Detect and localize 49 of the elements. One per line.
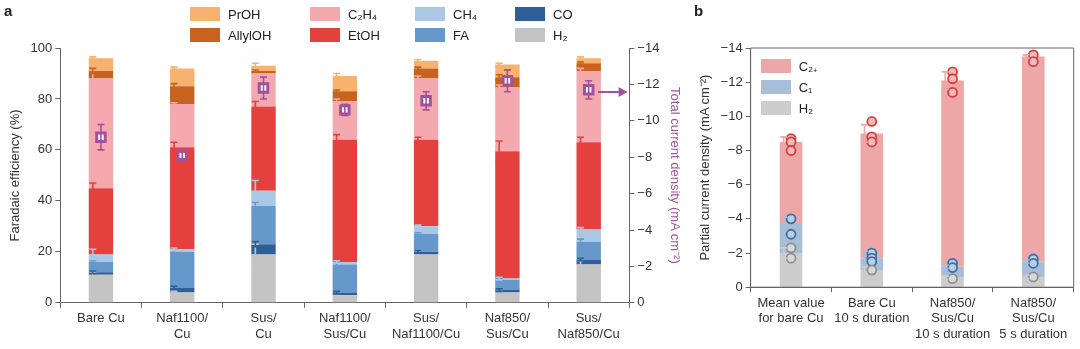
x-tick-label: Sus/ Naf1100/Cu bbox=[391, 310, 461, 341]
y-tick-label: −4 bbox=[727, 210, 743, 226]
y2-axis-title: Total current density (mA cm⁻²) bbox=[667, 87, 683, 264]
y-tick-label: 20 bbox=[37, 243, 53, 259]
y2-tick-label: −6 bbox=[637, 185, 653, 201]
y2-tick-label: 0 bbox=[637, 294, 645, 310]
y-tick-label: 0 bbox=[45, 294, 53, 310]
x-tick-label: Bare Cu bbox=[77, 310, 125, 326]
x-tick-label: Naf1100/ Cu bbox=[156, 310, 209, 341]
legend-label: FA bbox=[453, 27, 469, 43]
text: b bbox=[694, 1, 704, 19]
y2-tick-label: −8 bbox=[637, 148, 653, 164]
y2-tick-label: −4 bbox=[637, 221, 653, 237]
y-tick-label: 0 bbox=[735, 278, 743, 294]
y2-tick-label: −12 bbox=[637, 75, 660, 91]
y-tick-label: −12 bbox=[720, 73, 743, 89]
y-tick-label: −8 bbox=[727, 142, 743, 158]
y-tick-label: −6 bbox=[727, 176, 743, 192]
y-tick-label: 60 bbox=[37, 141, 53, 157]
y-tick-label: −10 bbox=[720, 107, 743, 123]
x-tick-label: Sus/ Cu bbox=[250, 310, 277, 341]
y-tick-label: 100 bbox=[30, 39, 53, 55]
y-tick-label: −14 bbox=[720, 39, 743, 55]
x-tick-label: Bare Cu 10 s duration bbox=[834, 294, 910, 326]
y2-tick-label: −2 bbox=[637, 257, 653, 273]
x-tick-label: Naf850/ Sus/Cu 5 s duration bbox=[999, 294, 1068, 341]
x-tick-label: Naf850/ Sus/Cu 10 s duration bbox=[914, 294, 991, 341]
y-tick-label: 80 bbox=[37, 90, 53, 106]
y-tick-label: 40 bbox=[37, 192, 53, 208]
legend-label: C₂H₄ bbox=[348, 6, 378, 22]
legend-label: CH₄ bbox=[453, 6, 478, 22]
x-tick-label: Naf1100/ Sus/Cu bbox=[318, 310, 372, 341]
legend-label: H₂ bbox=[553, 27, 568, 43]
legend-label: C₂₊ bbox=[798, 58, 818, 75]
legend-label: AllylOH bbox=[228, 27, 272, 43]
y-axis-title: Partial current density (mA cm⁻²) bbox=[697, 74, 713, 261]
text: a bbox=[4, 1, 13, 19]
legend-label: PrOH bbox=[228, 6, 261, 22]
legend-label: C₁ bbox=[798, 79, 813, 95]
legend-label: H₂ bbox=[798, 100, 814, 116]
y2-tick-label: −14 bbox=[637, 39, 660, 55]
legend-label: EtOH bbox=[348, 27, 380, 43]
legend-label: CO bbox=[553, 6, 573, 22]
x-tick-label: Sus/ Naf850/Cu bbox=[557, 310, 620, 341]
x-tick-label: Mean value for bare Cu bbox=[757, 294, 825, 326]
x-tick-label: Naf850/ Sus/Cu bbox=[484, 310, 531, 341]
y2-tick-label: −10 bbox=[637, 112, 660, 128]
y-axis-title: Faradaic efficiency (%) bbox=[7, 109, 23, 242]
y-tick-label: −2 bbox=[727, 244, 743, 260]
